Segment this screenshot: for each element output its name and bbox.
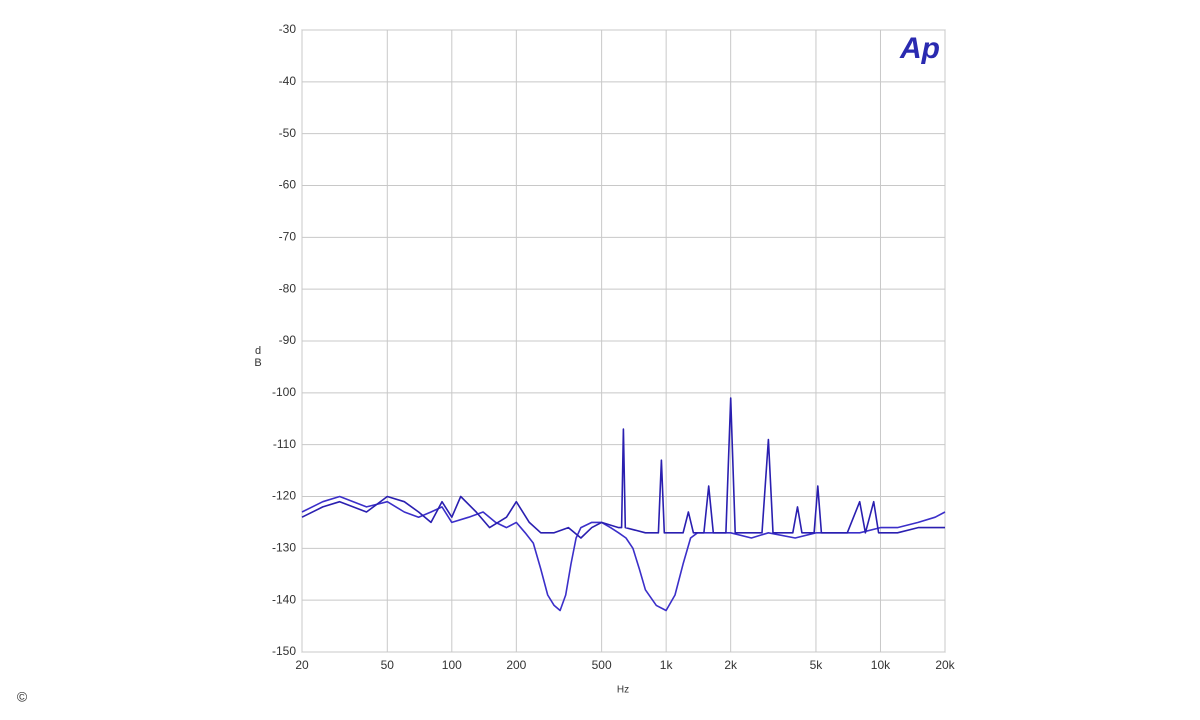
series-line [301, 397, 945, 539]
logo: Ap [899, 32, 940, 65]
x-tick-label: 100 [442, 658, 462, 672]
x-tick-label: 500 [592, 658, 612, 672]
y-tick-label: -130 [272, 541, 296, 555]
y-tick-label: -60 [279, 178, 297, 192]
y-tick-label: -40 [279, 74, 297, 88]
y-tick-label: -30 [279, 22, 297, 36]
x-tick-label: 5k [810, 658, 824, 672]
y-tick-label: -90 [279, 333, 297, 347]
copyright: © [17, 689, 28, 705]
x-tick-label: 10k [871, 658, 891, 672]
x-tick-label: 20k [935, 658, 955, 672]
y-axis-label: dB [252, 345, 264, 369]
y-tick-label: -120 [272, 489, 296, 503]
series-line [301, 495, 946, 612]
x-tick-label: 20 [295, 658, 309, 672]
x-tick-label: 50 [381, 658, 395, 672]
x-tick-label: 200 [506, 658, 526, 672]
y-tick-label: -70 [279, 230, 297, 244]
y-tick-label: -110 [273, 437, 296, 451]
x-tick-label: 1k [660, 658, 674, 672]
x-tick-label: 2k [724, 658, 738, 672]
y-tick-label: -50 [279, 126, 297, 140]
y-tick-label: -80 [279, 281, 297, 295]
y-tick-label: -140 [272, 592, 296, 606]
y-tick-label: -150 [272, 644, 296, 658]
y-tick-label: -100 [272, 385, 296, 399]
x-axis-label: Hz [617, 685, 629, 696]
